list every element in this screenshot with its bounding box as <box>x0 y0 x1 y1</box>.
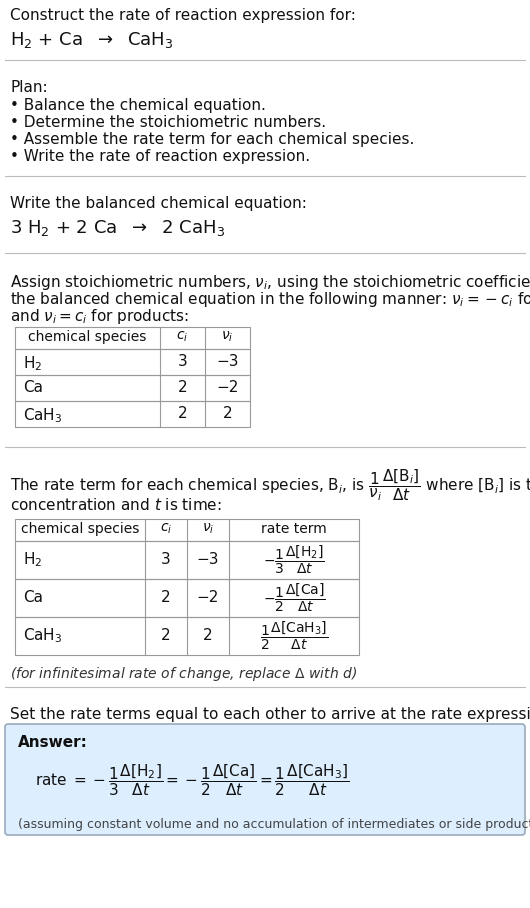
Bar <box>15 617 359 655</box>
Text: −3: −3 <box>216 354 238 369</box>
Text: concentration and $t$ is time:: concentration and $t$ is time: <box>10 497 222 513</box>
Text: rate $= -\dfrac{1}{3}\dfrac{\Delta[\mathrm{H_2}]}{\Delta t} = -\dfrac{1}{2}\dfra: rate $= -\dfrac{1}{3}\dfrac{\Delta[\math… <box>35 762 350 798</box>
Text: Ca: Ca <box>23 380 43 395</box>
Text: Set the rate terms equal to each other to arrive at the rate expression:: Set the rate terms equal to each other t… <box>10 707 530 722</box>
Text: Write the balanced chemical equation:: Write the balanced chemical equation: <box>10 196 307 211</box>
Text: −2: −2 <box>197 590 219 606</box>
Text: (for infinitesimal rate of change, replace $\Delta$ with $d$): (for infinitesimal rate of change, repla… <box>10 665 357 683</box>
Text: 2: 2 <box>178 406 187 421</box>
Text: the balanced chemical equation in the following manner: $\nu_i = -c_i$ for react: the balanced chemical equation in the fo… <box>10 290 530 309</box>
Text: 2: 2 <box>161 628 171 644</box>
Text: • Assemble the rate term for each chemical species.: • Assemble the rate term for each chemic… <box>10 132 414 147</box>
Text: 2: 2 <box>203 628 213 644</box>
Text: Plan:: Plan: <box>10 80 48 95</box>
Text: 2: 2 <box>178 380 187 395</box>
Text: $c_i$: $c_i$ <box>160 522 172 537</box>
Text: and $\nu_i = c_i$ for products:: and $\nu_i = c_i$ for products: <box>10 307 189 326</box>
Text: $\mathrm{H_2}$: $\mathrm{H_2}$ <box>23 550 42 569</box>
Text: 2: 2 <box>223 406 232 421</box>
Text: Construct the rate of reaction expression for:: Construct the rate of reaction expressio… <box>10 8 356 23</box>
Bar <box>15 401 250 427</box>
Text: $\mathrm{H_2}$: $\mathrm{H_2}$ <box>23 354 42 372</box>
Text: $-\dfrac{1}{2}\dfrac{\Delta[\mathrm{Ca}]}{\Delta t}$: $-\dfrac{1}{2}\dfrac{\Delta[\mathrm{Ca}]… <box>263 582 325 614</box>
Text: • Determine the stoichiometric numbers.: • Determine the stoichiometric numbers. <box>10 115 326 130</box>
Text: (assuming constant volume and no accumulation of intermediates or side products): (assuming constant volume and no accumul… <box>18 818 530 831</box>
Bar <box>15 579 359 617</box>
Bar <box>15 375 250 401</box>
Text: $\mathrm{CaH_3}$: $\mathrm{CaH_3}$ <box>23 406 63 425</box>
Text: chemical species: chemical species <box>21 522 139 536</box>
Text: 3 $\mathrm{H_2}$ + 2 Ca  $\rightarrow$  2 $\mathrm{CaH_3}$: 3 $\mathrm{H_2}$ + 2 Ca $\rightarrow$ 2 … <box>10 218 225 238</box>
Text: rate term: rate term <box>261 522 327 536</box>
Bar <box>15 349 250 375</box>
Text: $\mathrm{CaH_3}$: $\mathrm{CaH_3}$ <box>23 627 63 646</box>
Text: $-\dfrac{1}{3}\dfrac{\Delta[\mathrm{H_2}]}{\Delta t}$: $-\dfrac{1}{3}\dfrac{\Delta[\mathrm{H_2}… <box>263 544 325 577</box>
Text: The rate term for each chemical species, $\mathrm{B}_i$, is $\dfrac{1}{\nu_i}\df: The rate term for each chemical species,… <box>10 467 530 503</box>
FancyBboxPatch shape <box>5 724 525 835</box>
Text: 3: 3 <box>178 354 188 369</box>
Bar <box>15 327 250 349</box>
Text: $\mathrm{H_2}$ + Ca  $\rightarrow$  $\mathrm{CaH_3}$: $\mathrm{H_2}$ + Ca $\rightarrow$ $\math… <box>10 30 174 50</box>
Text: 3: 3 <box>161 552 171 568</box>
Text: • Balance the chemical equation.: • Balance the chemical equation. <box>10 98 266 113</box>
Text: $c_i$: $c_i$ <box>176 330 189 344</box>
Bar <box>15 519 359 541</box>
Text: −3: −3 <box>197 552 219 568</box>
Text: Ca: Ca <box>23 590 43 606</box>
Text: Answer:: Answer: <box>18 735 88 750</box>
Text: $\dfrac{1}{2}\dfrac{\Delta[\mathrm{CaH_3}]}{\Delta t}$: $\dfrac{1}{2}\dfrac{\Delta[\mathrm{CaH_3… <box>260 620 328 652</box>
Text: Assign stoichiometric numbers, $\nu_i$, using the stoichiometric coefficients, $: Assign stoichiometric numbers, $\nu_i$, … <box>10 273 530 292</box>
Text: −2: −2 <box>216 380 238 395</box>
Text: $\nu_i$: $\nu_i$ <box>202 522 214 537</box>
Text: chemical species: chemical species <box>28 330 147 344</box>
Bar <box>15 541 359 579</box>
Text: 2: 2 <box>161 590 171 606</box>
Text: $\nu_i$: $\nu_i$ <box>222 330 234 344</box>
Text: • Write the rate of reaction expression.: • Write the rate of reaction expression. <box>10 149 310 164</box>
